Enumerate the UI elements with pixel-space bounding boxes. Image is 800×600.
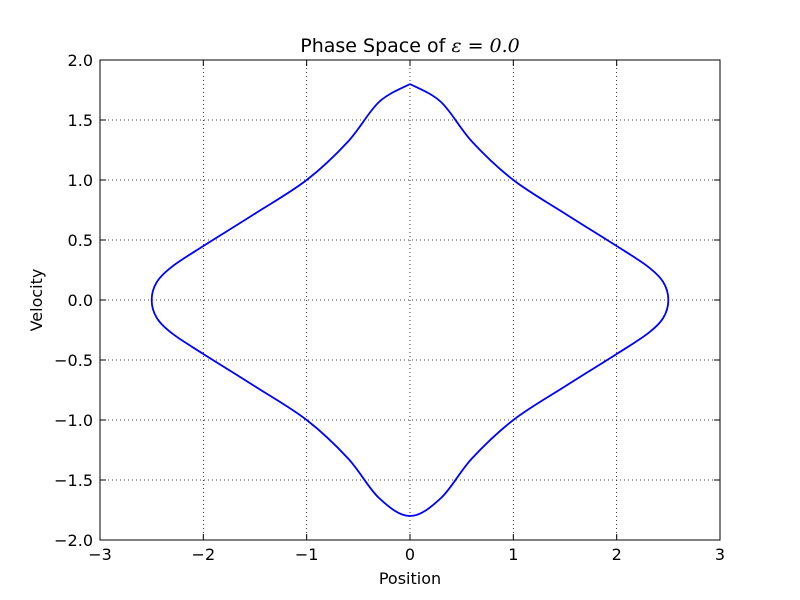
x-tick-label: 1: [508, 545, 518, 564]
y-tick-label: −0.5: [54, 351, 93, 370]
y-tick-label: 0.5: [68, 231, 93, 250]
x-tick-label: −3: [88, 545, 112, 564]
x-axis-label: Position: [379, 569, 441, 588]
phase-space-curve: [150, 83, 670, 517]
y-axis-label: Velocity: [27, 269, 46, 332]
chart-title-math: ε = 0.0: [451, 35, 519, 57]
x-tick-label: −2: [192, 545, 216, 564]
y-tick-label: 1.0: [68, 171, 93, 190]
y-tick-label: 1.5: [68, 111, 93, 130]
x-tick-label: 3: [715, 545, 725, 564]
chart-title-text: Phase Space of: [300, 35, 446, 57]
series-layer: [150, 83, 670, 517]
x-tick-label: −1: [295, 545, 319, 564]
grid: [99, 59, 721, 541]
y-tick-label: −1.5: [54, 471, 93, 490]
x-tick-label: 2: [612, 545, 622, 564]
x-tick-label: 0: [405, 545, 415, 564]
y-tick-label: 2.0: [68, 51, 93, 70]
ticks: −3 −2 −1 0 1 2 3 −2.0 −1.5 −1.0 −0.5 0.0 0.5 1.0 1.5 2.…: [54, 51, 725, 564]
chart-title: Phase Space of ε = 0.0: [300, 35, 520, 57]
y-tick-label: −1.0: [54, 411, 93, 430]
y-tick-label: −2.0: [54, 531, 93, 550]
y-tick-label: 0.0: [68, 291, 93, 310]
